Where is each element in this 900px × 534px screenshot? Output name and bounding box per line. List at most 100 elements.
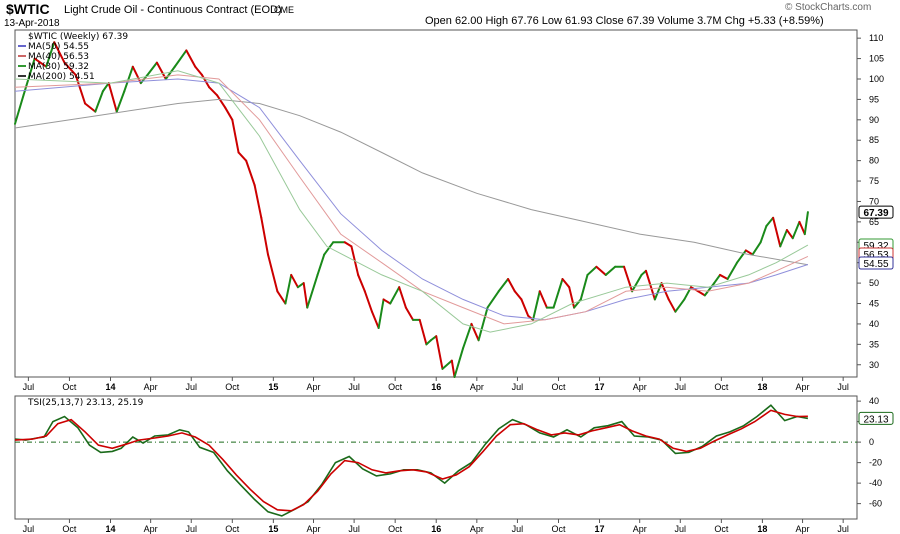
price-series-ma-200 xyxy=(14,98,808,266)
price-segment xyxy=(586,265,598,276)
price-segment xyxy=(453,347,464,378)
stockcharts-watermark: © StockCharts.com xyxy=(785,2,872,13)
price-ytick-label: 95 xyxy=(869,94,879,104)
price-segment xyxy=(538,290,548,309)
price-legend-item: MA(50) 54.55 xyxy=(28,42,89,52)
tsi-xtick-label: Apr xyxy=(144,524,158,534)
price-xtick-label: Oct xyxy=(225,382,240,392)
price-ytick-label: 45 xyxy=(869,299,879,309)
price-segment xyxy=(803,211,809,236)
price-xtick-label: 18 xyxy=(757,382,767,392)
price-segment xyxy=(173,49,188,68)
ohlc-summary: Open 62.00 High 67.76 Low 61.93 Close 67… xyxy=(425,15,824,27)
price-xtick-label: Jul xyxy=(348,382,360,392)
price-segment xyxy=(253,184,263,219)
tsi-ytick-label: -20 xyxy=(869,458,882,468)
price-segment xyxy=(703,282,716,297)
price-segment xyxy=(735,249,747,264)
price-ytick-label: 80 xyxy=(869,156,879,166)
price-segment xyxy=(579,273,589,301)
price-segment xyxy=(552,278,564,309)
price-xtick-label: 17 xyxy=(595,382,605,392)
price-ytick-label: 35 xyxy=(869,339,879,349)
tsi-ytick-label: -40 xyxy=(869,478,882,488)
price-segment xyxy=(296,282,305,289)
price-segment xyxy=(404,306,415,321)
price-ytick-label: 90 xyxy=(869,115,879,125)
price-segment xyxy=(84,102,97,113)
tsi-xtick-label: Jul xyxy=(675,524,687,534)
price-segment xyxy=(791,220,801,240)
tsi-xtick-label: Jul xyxy=(23,524,35,534)
tsi-xtick-label: 16 xyxy=(431,524,441,534)
tsi-series-signal xyxy=(14,409,808,512)
price-segment xyxy=(22,57,36,97)
price-segment xyxy=(798,220,806,236)
price-segment xyxy=(513,290,523,301)
price-xtick-label: Apr xyxy=(470,382,484,392)
price-segment xyxy=(486,290,500,309)
price-xtick-label: Apr xyxy=(144,382,158,392)
price-ytick-label: 65 xyxy=(869,217,879,227)
price-segment xyxy=(520,298,530,317)
tsi-legend-item: TSI(25,13,7) 23.13, 25.19 xyxy=(27,398,144,408)
price-segment xyxy=(568,286,576,309)
price-segment xyxy=(631,273,643,293)
price-segment xyxy=(343,241,353,248)
chart-description: Light Crude Oil - Continuous Contract (E… xyxy=(64,4,282,16)
price-value-tag: 67.39 xyxy=(863,208,888,219)
tsi-xtick-label: Jul xyxy=(348,524,360,534)
price-segment xyxy=(595,265,607,276)
chart-date: 13-Apr-2018 xyxy=(4,18,60,29)
price-segment xyxy=(260,216,270,256)
price-segment xyxy=(45,41,56,68)
price-segment xyxy=(208,86,219,97)
price-segment xyxy=(377,298,385,330)
price-segment xyxy=(772,216,782,248)
tsi-xtick-label: Jul xyxy=(512,524,524,534)
price-segment xyxy=(429,335,438,342)
price-segment xyxy=(63,61,77,76)
tsi-value-tag-box xyxy=(858,411,894,425)
price-segment xyxy=(744,249,754,256)
price-segment xyxy=(146,61,158,76)
tsi-ytick-label: 40 xyxy=(869,396,879,406)
price-segment xyxy=(194,65,203,76)
price-xtick-label: Jul xyxy=(23,382,35,392)
price-xtick-label: Oct xyxy=(714,382,729,392)
price-segment xyxy=(245,159,256,187)
tsi-xtick-label: 15 xyxy=(268,524,278,534)
price-segment xyxy=(237,151,248,162)
price-segment xyxy=(425,339,432,346)
price-segment xyxy=(441,359,453,370)
price-segment xyxy=(107,82,118,113)
price-segment xyxy=(751,241,762,256)
price-segment xyxy=(101,82,110,93)
price-segment xyxy=(216,94,227,109)
price-segment xyxy=(785,229,794,240)
price-segment xyxy=(363,290,373,313)
price-segment xyxy=(53,41,66,64)
price-segment xyxy=(306,273,319,309)
price-value-tag: 59.32 xyxy=(863,241,888,252)
price-segment xyxy=(302,282,309,309)
price-segment xyxy=(497,278,510,293)
price-segment xyxy=(74,73,87,105)
price-ytick-label: 75 xyxy=(869,176,879,186)
price-segment xyxy=(435,335,444,370)
price-legend-item: $WTIC (Weekly) 67.39 xyxy=(28,32,128,42)
price-xtick-label: Jul xyxy=(837,382,849,392)
price-segment xyxy=(477,306,489,342)
price-ytick-label: 105 xyxy=(869,54,884,64)
price-segment xyxy=(532,290,541,321)
tsi-xtick-label: 17 xyxy=(595,524,605,534)
price-xtick-label: Apr xyxy=(307,382,321,392)
price-segment xyxy=(726,261,738,281)
tsi-xtick-label: Apr xyxy=(470,524,484,534)
price-segment xyxy=(719,273,729,281)
price-segment xyxy=(461,322,473,350)
price-segment xyxy=(398,286,407,309)
price-ytick-label: 85 xyxy=(869,135,879,145)
price-value-tag-box xyxy=(858,256,894,270)
